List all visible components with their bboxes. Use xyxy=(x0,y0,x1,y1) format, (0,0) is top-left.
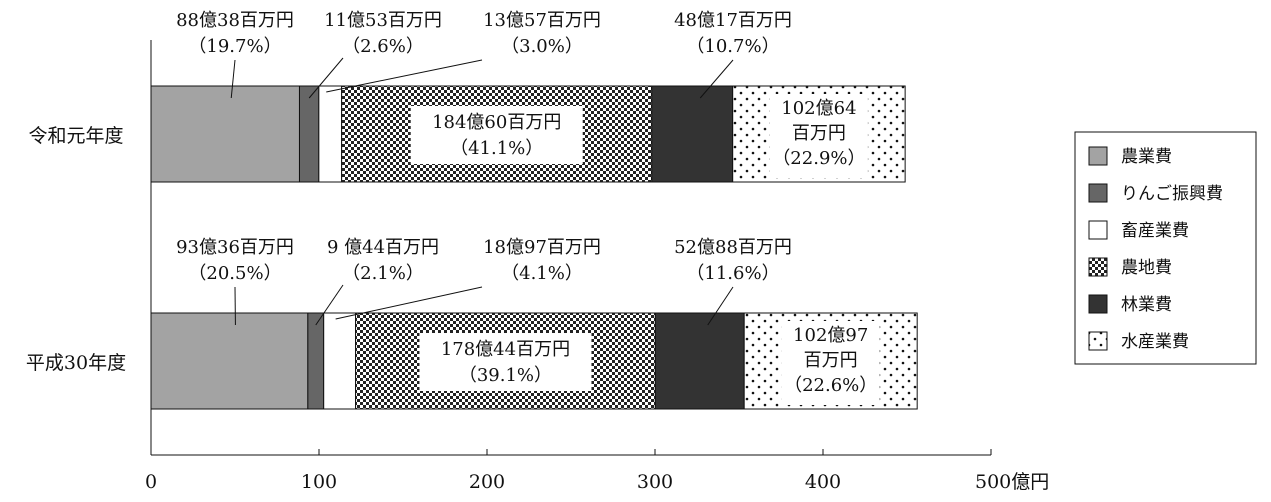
legend-swatch xyxy=(1089,295,1107,313)
data-label: （10.7%） xyxy=(686,36,779,57)
data-label: （4.1%） xyxy=(501,263,583,284)
legend-label: 農業費 xyxy=(1121,147,1172,167)
data-label: （11.6%） xyxy=(686,263,779,284)
data-label: 18億97百万円 xyxy=(483,237,601,258)
data-label: （20.5%） xyxy=(188,263,281,284)
legend-label: 農地費 xyxy=(1121,258,1172,278)
bar-segment xyxy=(319,86,342,182)
data-label: （22.9%） xyxy=(772,148,865,169)
data-label: （39.1%） xyxy=(459,365,552,386)
data-label: 93億36百万円 xyxy=(176,237,294,258)
legend-swatch xyxy=(1089,184,1107,202)
bar-segment xyxy=(151,313,308,409)
data-label: 102億64 xyxy=(781,98,856,119)
data-label: 11億53百万円 xyxy=(324,10,442,31)
data-label: 102億97 xyxy=(793,325,868,346)
legend-label: 畜産業費 xyxy=(1121,221,1189,241)
x-tick-label: 100 xyxy=(301,471,337,493)
legend-swatch xyxy=(1089,221,1107,239)
legend-swatch xyxy=(1089,258,1107,276)
category-label: 平成30年度 xyxy=(26,352,126,374)
data-label: 百万円 xyxy=(804,350,858,371)
data-label: （3.0%） xyxy=(501,36,583,57)
category-label: 令和元年度 xyxy=(28,125,123,147)
x-tick-label: 0 xyxy=(145,471,157,493)
bar-segment xyxy=(655,313,744,409)
bar-segment xyxy=(324,313,356,409)
x-tick-label: 500億円 xyxy=(975,471,1049,493)
bar-segment xyxy=(299,86,318,182)
x-tick-label: 400 xyxy=(805,471,841,493)
data-label: 184億60百万円 xyxy=(432,112,561,133)
data-label: 88億38百万円 xyxy=(176,10,294,31)
data-label: （19.7%） xyxy=(188,36,281,57)
data-label: （22.6%） xyxy=(784,375,877,396)
data-label: 13億57百万円 xyxy=(483,10,601,31)
data-label: 178億44百万円 xyxy=(441,339,570,360)
data-label: 48億17百万円 xyxy=(674,10,792,31)
bar-segment xyxy=(308,313,324,409)
bar-segment xyxy=(652,86,733,182)
legend-label: りんご振興費 xyxy=(1121,184,1223,204)
data-label: （2.1%） xyxy=(342,263,424,284)
data-label: 9 億44百万円 xyxy=(327,237,439,258)
data-label: （41.1%） xyxy=(450,138,543,159)
data-label: 百万円 xyxy=(792,123,846,144)
legend-label: 林業費 xyxy=(1121,295,1172,315)
bar-segment xyxy=(151,86,299,182)
legend-label: 水産業費 xyxy=(1121,332,1189,352)
legend-swatch xyxy=(1089,147,1107,165)
data-label: （2.6%） xyxy=(342,36,424,57)
data-label: 52億88百万円 xyxy=(674,237,792,258)
x-tick-label: 200 xyxy=(469,471,505,493)
legend-swatch xyxy=(1089,332,1107,350)
x-tick-label: 300 xyxy=(637,471,673,493)
